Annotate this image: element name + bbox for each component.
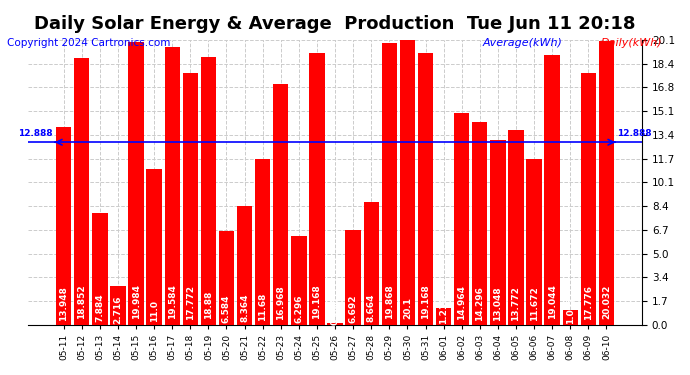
Text: 1.052: 1.052 [566,296,575,324]
Text: 12.888: 12.888 [618,129,652,138]
Bar [400,40,415,325]
Text: 19.044: 19.044 [548,285,557,320]
Text: 12.888: 12.888 [18,129,53,138]
Text: 20.032: 20.032 [602,285,611,319]
Text: 11.672: 11.672 [529,286,539,321]
Bar [255,159,270,325]
Bar [382,44,397,325]
Bar [562,310,578,325]
Bar [418,53,433,325]
Text: 17.772: 17.772 [186,285,195,320]
Bar [599,41,614,325]
Text: 18.88: 18.88 [204,291,213,320]
Bar [56,127,71,325]
Text: 6.584: 6.584 [222,294,231,323]
Text: 19.984: 19.984 [132,284,141,319]
Text: 18.852: 18.852 [77,285,86,320]
Text: 13.048: 13.048 [493,286,502,321]
Bar [581,73,596,325]
Bar [164,47,180,325]
Bar [201,57,216,325]
Text: 1.216: 1.216 [439,296,448,324]
Bar [346,230,361,325]
Text: 14.964: 14.964 [457,285,466,321]
Bar [273,84,288,325]
Bar [183,73,198,325]
Bar [327,323,343,325]
Text: 13.948: 13.948 [59,286,68,321]
Text: 2.716: 2.716 [113,296,122,324]
Bar [526,159,542,325]
Text: 20.1: 20.1 [403,297,412,319]
Bar [219,231,234,325]
Bar [364,202,379,325]
Bar [472,122,487,325]
Bar [544,55,560,325]
Text: 16.968: 16.968 [276,285,285,320]
Bar [110,286,126,325]
Bar [509,130,524,325]
Bar [237,206,253,325]
Bar [309,53,325,325]
Text: 13.772: 13.772 [511,286,520,321]
Bar [128,42,144,325]
Text: 0.116: 0.116 [331,297,339,325]
Title: Daily Solar Energy & Average  Production  Tue Jun 11 20:18: Daily Solar Energy & Average Production … [34,15,635,33]
Text: 6.692: 6.692 [348,294,357,323]
Text: 19.584: 19.584 [168,284,177,319]
Text: 11.0: 11.0 [150,300,159,322]
Text: 19.168: 19.168 [313,285,322,319]
Bar [436,308,451,325]
Bar [291,236,306,325]
Text: Daily(kWh): Daily(kWh) [600,38,662,48]
Text: 8.664: 8.664 [367,294,376,322]
Text: 14.296: 14.296 [475,286,484,321]
Bar [146,169,162,325]
Text: 19.168: 19.168 [421,285,430,319]
Bar [74,58,90,325]
Text: 11.68: 11.68 [258,293,267,321]
Text: Average(kWh): Average(kWh) [483,38,563,48]
Text: 17.776: 17.776 [584,285,593,320]
Text: 8.364: 8.364 [240,294,249,322]
Text: 6.296: 6.296 [295,294,304,323]
Bar [454,113,469,325]
Bar [490,140,506,325]
Text: 7.884: 7.884 [95,294,104,322]
Text: 19.868: 19.868 [385,284,394,319]
Bar [92,213,108,325]
Text: Copyright 2024 Cartronics.com: Copyright 2024 Cartronics.com [7,38,170,48]
